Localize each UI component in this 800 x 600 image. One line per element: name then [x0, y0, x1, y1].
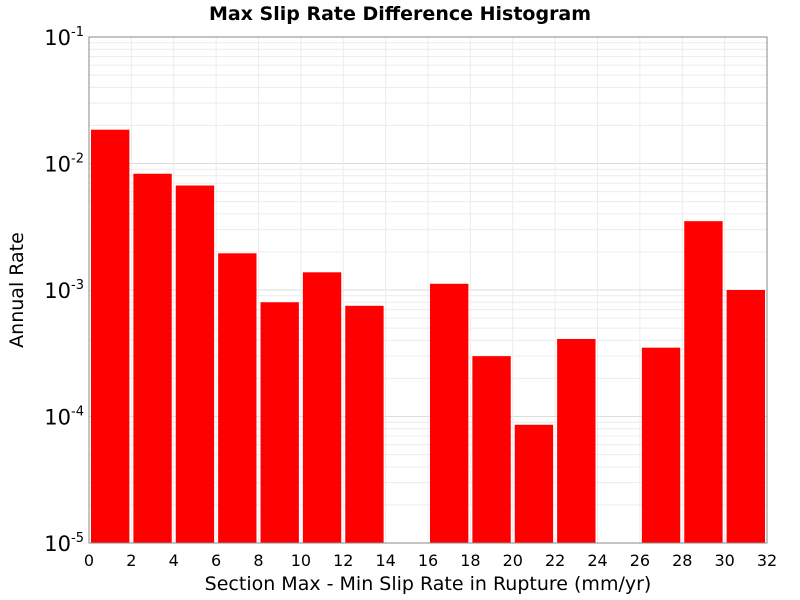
x-tick-label: 14 [375, 551, 395, 570]
y-tick-label: 10-5 [44, 531, 84, 556]
y-axis-label: Annual Rate [6, 232, 28, 348]
y-tick-label: 10-4 [44, 405, 84, 430]
histogram-bar [514, 424, 554, 543]
histogram-bar [175, 185, 215, 544]
y-tick-label: 10-2 [44, 152, 84, 177]
bars [91, 129, 765, 544]
histogram-bar [260, 302, 299, 543]
x-tick-label: 26 [630, 551, 650, 570]
histogram-bar [91, 129, 130, 544]
histogram-bar [430, 283, 469, 543]
histogram-bar [726, 290, 765, 543]
y-axis-ticks: 10-1 10-2 10-3 10-4 10-5 [44, 25, 84, 556]
x-tick-label: 12 [333, 551, 353, 570]
x-tick-label: 6 [211, 551, 221, 570]
x-tick-label: 0 [84, 551, 94, 570]
x-tick-label: 24 [587, 551, 607, 570]
histogram-bar [133, 173, 172, 543]
histogram-bar [472, 356, 511, 543]
x-tick-label: 20 [503, 551, 523, 570]
x-tick-label: 18 [460, 551, 480, 570]
x-tick-label: 32 [757, 551, 777, 570]
x-tick-label: 22 [545, 551, 565, 570]
y-tick-label: 10-1 [44, 25, 84, 50]
histogram-bar [302, 272, 342, 543]
histogram-bar [684, 221, 723, 543]
x-tick-label: 10 [291, 551, 311, 570]
chart-title: Max Slip Rate Difference Histogram [209, 3, 591, 25]
x-axis-ticks: 0 2 4 6 8 10 12 14 16 18 20 22 24 26 28 30 32 [84, 551, 777, 570]
y-tick-label: 10-3 [44, 278, 84, 303]
x-axis-label: Section Max - Min Slip Rate in Rupture (… [205, 573, 652, 595]
plot-area [88, 36, 768, 544]
x-tick-label: 4 [169, 551, 179, 570]
x-tick-label: 2 [126, 551, 136, 570]
x-tick-label: 28 [672, 551, 692, 570]
histogram-bar [218, 253, 257, 544]
x-tick-label: 30 [714, 551, 734, 570]
histogram-bar [345, 305, 384, 543]
x-tick-label: 16 [418, 551, 438, 570]
histogram-bar [557, 338, 596, 543]
x-tick-label: 8 [253, 551, 263, 570]
histogram-bar [641, 347, 681, 543]
